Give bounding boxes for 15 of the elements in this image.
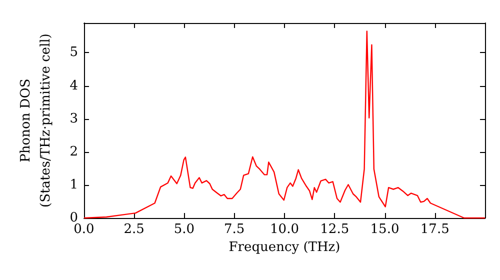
y-tick-label: 2 — [70, 144, 78, 160]
y-tick-label: 1 — [70, 177, 78, 192]
y-axis-title: Phonon DOS (States/THz·primitive cell) — [18, 33, 54, 208]
x-tick-label: 12.5 — [320, 222, 350, 237]
x-tick-label: 7.5 — [224, 222, 245, 237]
x-tick-label: 10.0 — [270, 222, 299, 237]
y-tick-label: 5 — [70, 45, 78, 60]
x-tick-label: 0.0 — [74, 222, 94, 237]
y-tick-label: 3 — [70, 111, 78, 126]
y-tick-label: 4 — [70, 78, 78, 94]
x-tick-label: 15.0 — [370, 222, 400, 237]
x-tick-label: 17.5 — [420, 222, 450, 237]
x-tick-label: 2.5 — [124, 222, 144, 237]
x-tick-label: 5.0 — [174, 222, 195, 237]
x-axis-title: Frequency (THz) — [228, 240, 340, 255]
